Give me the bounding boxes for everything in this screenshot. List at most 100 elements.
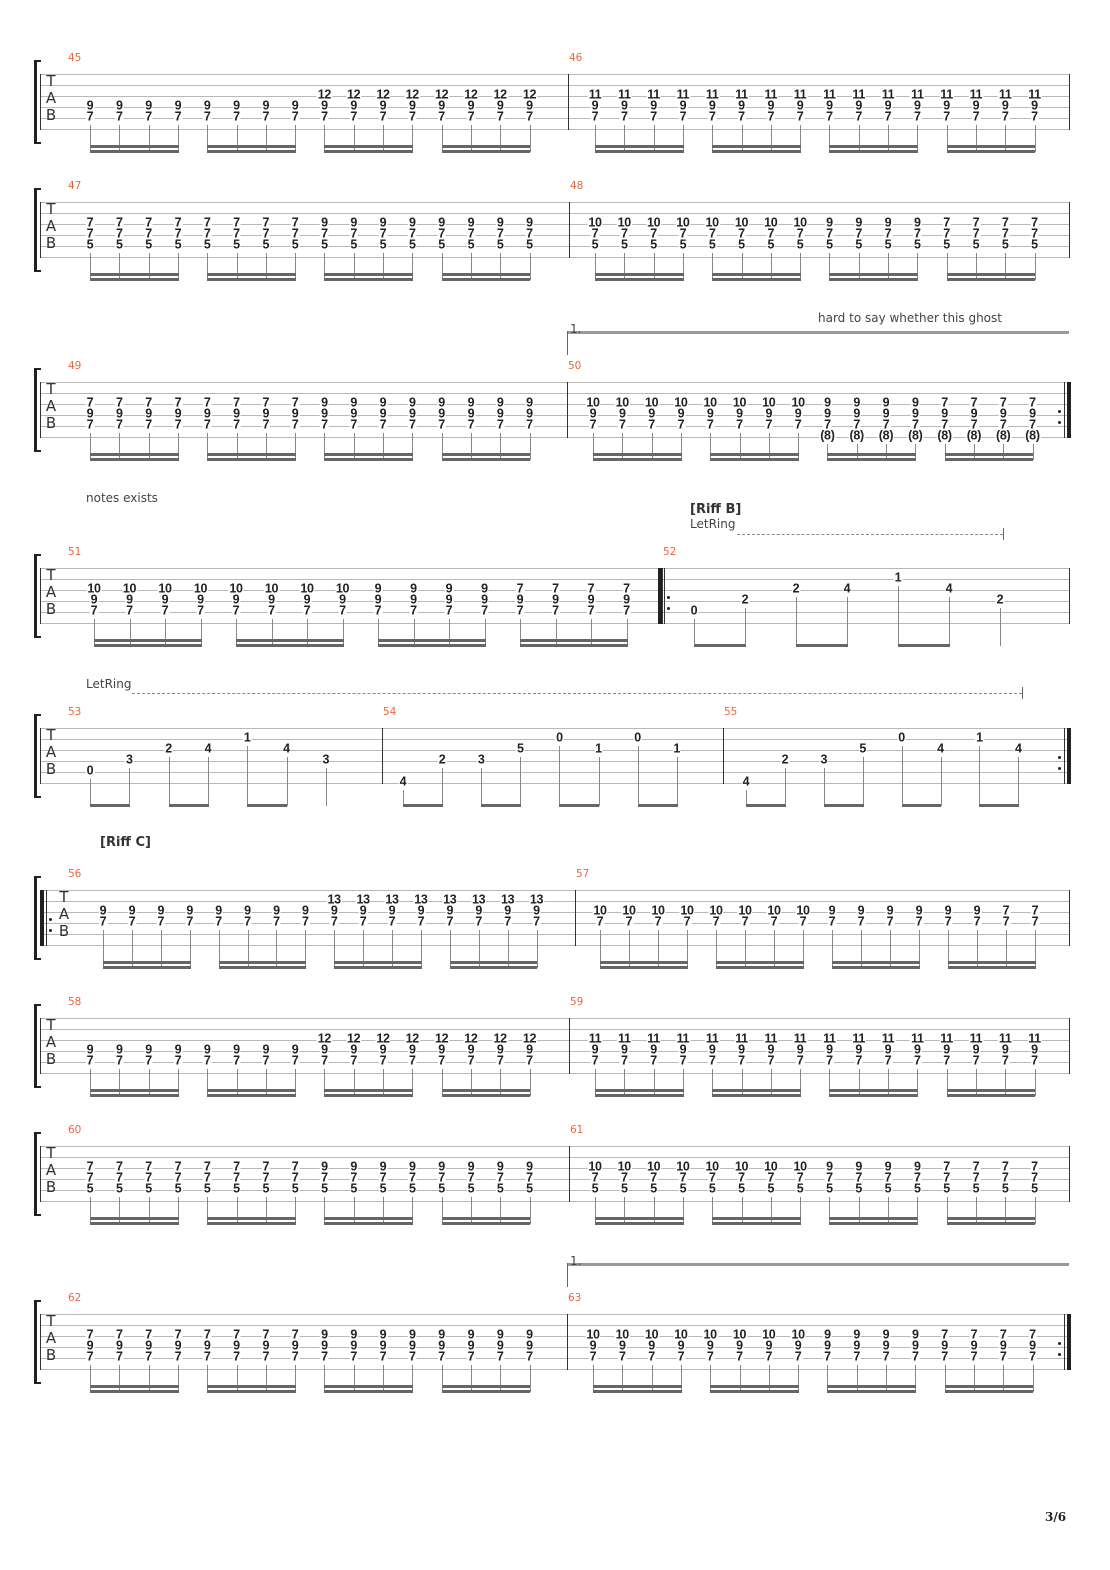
tab-note: 7 [1030,1159,1039,1174]
staff-line [40,426,1069,427]
ghost-note: (8) [936,428,953,443]
tab-note: 9 [854,98,864,113]
note-stem [829,1069,831,1096]
note-beam [90,1390,179,1393]
note-beam [236,639,344,642]
staff-line [40,246,1069,247]
tab-note: 9 [290,1042,300,1057]
note-stem [745,930,746,968]
measure-number: 52 [663,546,677,558]
staff-line [40,761,1069,762]
tab-note: 12 [316,1031,333,1046]
tab-note: 7 [769,914,779,929]
tab-clef-letter: A [45,583,57,601]
tab-note: 7 [480,603,489,618]
tab-note: 5 [619,1181,629,1196]
tab-note: 7 [290,226,300,241]
tab-note: 11 [763,87,779,102]
tab-note: 12 [316,87,333,102]
note-beam [829,1094,919,1097]
note-stem [856,444,858,460]
tab-note: 5 [261,237,271,252]
tab-note: 5 [114,1181,124,1196]
tab-note: 7 [349,226,359,241]
note-beam [712,278,802,281]
tab-note: 10 [792,1159,808,1174]
tab-note: 10 [737,903,753,918]
note-stem [207,1365,209,1392]
tab-note: 9 [261,1338,271,1353]
note-beam [948,961,1036,964]
staff-line [40,1201,1069,1202]
tab-note: 7 [795,1053,805,1068]
tab-note: 5 [678,1181,688,1196]
tab-note: 7 [766,1053,776,1068]
tab-note: 7 [707,226,717,241]
tab-note: 10 [673,395,689,410]
note-stem [449,619,450,646]
tab-note: 5 [525,237,534,252]
note-stem [103,930,104,968]
note-stem [470,1197,472,1224]
tab-note: 5 [590,1181,600,1196]
note-stem [803,930,804,968]
tab-clef-letter: T [59,888,69,906]
note-stem [658,930,659,968]
note-beam [90,1385,179,1388]
note-beam [378,644,486,647]
repeat-end-thick-barline [1067,382,1071,438]
tab-note: 7 [622,603,631,618]
tab-note: 9 [856,903,866,918]
staff-line [40,118,1069,119]
note-stem [915,1365,917,1392]
tab-note: 9 [202,406,212,421]
tab-note: 7 [881,1349,891,1364]
tab-note: 7 [1000,1053,1010,1068]
tab-note: 9 [735,406,744,421]
tab-note: 9 [883,215,893,230]
barline [567,382,568,438]
note-stem [919,930,920,968]
tab-note: 1 [242,730,252,745]
system-bracket-bottom-curl [35,270,41,272]
note-beam [946,1094,1036,1097]
tab-note: 7 [144,226,153,241]
measure-number: 53 [68,706,82,718]
tab-note: 9 [854,1042,864,1057]
tab-note: 7 [437,109,446,124]
note-stem [1003,1365,1005,1392]
note-stem [342,619,344,646]
note-stem [236,1365,238,1392]
tab-note: 11 [763,1031,779,1046]
staff-line [40,1179,1069,1180]
note-stem [682,1069,684,1096]
system-bracket-bottom-curl [35,1214,41,1216]
tab-note: 9 [202,98,212,113]
note-beam [441,453,531,456]
tab-note: 13 [528,892,545,907]
note-stem [247,930,249,968]
note-beam [94,639,202,642]
tab-note: 7 [127,914,137,929]
tab-note: 7 [942,215,951,230]
note-beam [595,145,684,148]
tab-note: 11 [616,1031,632,1046]
tab-note: 9 [910,406,920,421]
tab-note: 9 [971,1042,981,1057]
tab-note: 9 [409,592,418,607]
tab-note: 7 [300,914,310,929]
tab-note: 7 [267,603,276,618]
staff-line [40,1029,1069,1030]
note-stem [741,1197,743,1224]
tab-note: 13 [355,892,371,907]
note-stem [682,125,684,152]
tab-note: 9 [407,395,417,410]
staff-line [40,623,1069,624]
tab-note: 11 [851,87,866,102]
tab-note: 7 [525,109,534,124]
tab-note: 7 [202,1349,212,1364]
tab-note: 9 [320,395,329,410]
staff-line [40,202,1069,203]
tab-note: 7 [764,1349,774,1364]
tab-note: 7 [1030,1053,1039,1068]
